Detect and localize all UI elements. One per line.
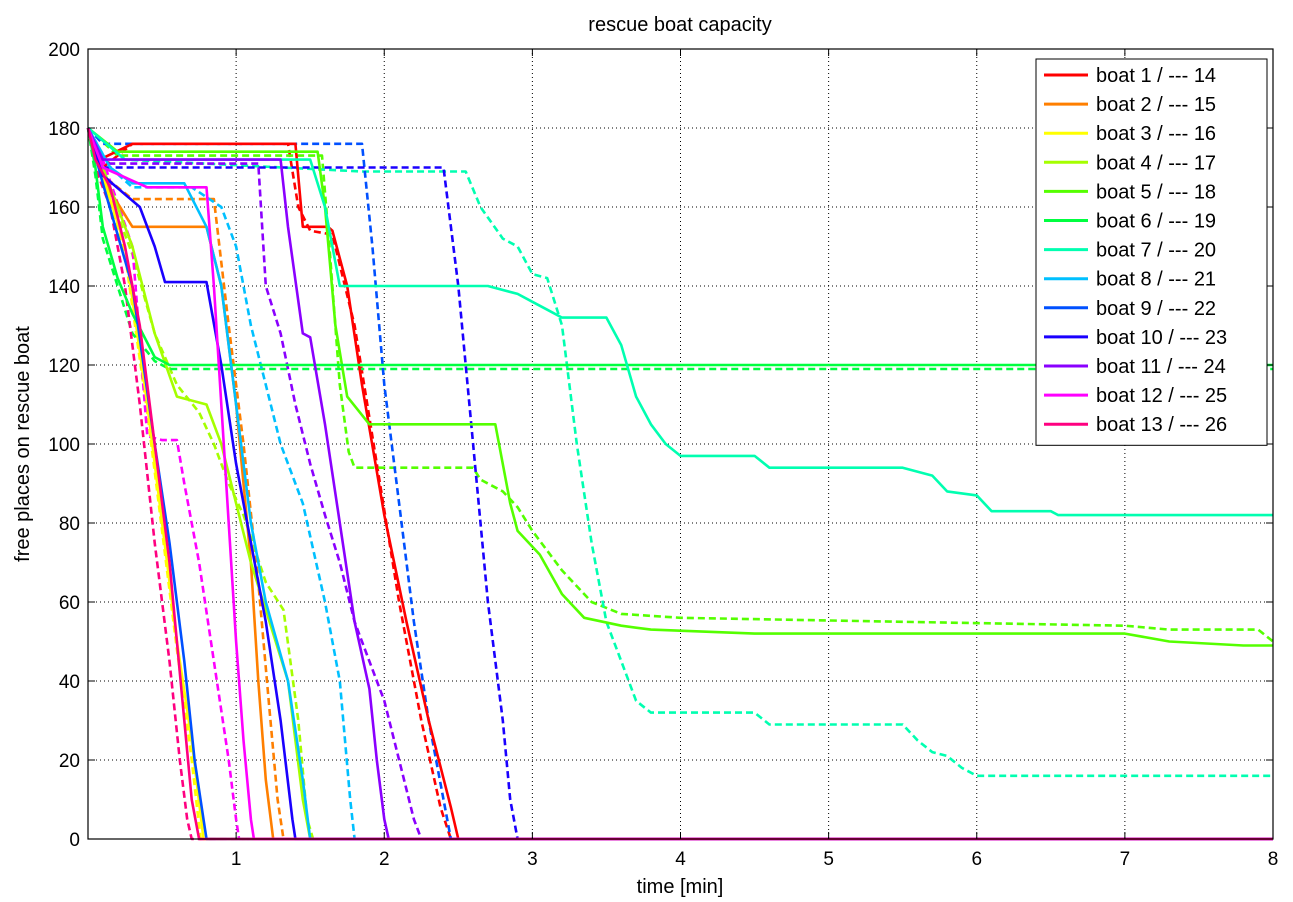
- legend-label: boat 13 / --- 26: [1096, 414, 1227, 436]
- legend-label: boat 5 / --- 18: [1096, 181, 1216, 203]
- y-tick-label: 40: [59, 672, 80, 693]
- x-tick-label: 4: [675, 849, 686, 870]
- series-line-23: [86, 127, 1273, 841]
- y-tick-label: 0: [69, 830, 80, 851]
- y-tick-label: 80: [59, 514, 80, 535]
- series-line-15: [86, 127, 1273, 841]
- x-tick-label: 2: [379, 849, 390, 870]
- x-tick-label: 7: [1120, 849, 1131, 870]
- series-line-9: [87, 126, 1273, 647]
- series-line-18-dashed: [87, 127, 1273, 841]
- legend: boat 1 / --- 14 boat 2 / --- 15 boat 3 / -…: [1035, 58, 1268, 446]
- series-line-14-dashed: [87, 127, 1273, 778]
- x-tick-label: 6: [971, 849, 982, 870]
- series-line-13: [87, 127, 1273, 517]
- legend-label: boat 12 / --- 25: [1096, 385, 1227, 407]
- y-tick-label: 140: [48, 277, 80, 298]
- legend-label: boat 7 / --- 20: [1096, 240, 1216, 262]
- y-tick-label: 60: [59, 593, 80, 614]
- legend-label: boat 6 / --- 19: [1096, 211, 1216, 233]
- series-line-7: [86, 127, 1273, 841]
- y-ticks: 0 20 40 60 80 100 120 140 160 180 200: [48, 40, 1273, 851]
- series-line-19: [86, 127, 1273, 841]
- legend-box: [1035, 58, 1268, 446]
- series-line-11: [86, 127, 1273, 367]
- series-line-4-dashed: [86, 127, 1273, 841]
- y-axis-label: free places on rescue boat: [12, 326, 34, 562]
- series-line-2-dashed: [86, 127, 1273, 841]
- x-ticks: 1 2 3 4 5 6 7 8: [231, 49, 1278, 870]
- y-tick-label: 20: [59, 751, 80, 772]
- y-tick-label: 100: [48, 435, 80, 456]
- legend-label: boat 9 / --- 22: [1096, 298, 1216, 320]
- series-line-17: [86, 127, 1273, 841]
- legend-label: boat 11 / --- 24: [1096, 356, 1226, 378]
- x-tick-label: 3: [527, 849, 538, 870]
- legend-label: boat 10 / --- 23: [1096, 327, 1227, 349]
- x-tick-label: 8: [1268, 849, 1279, 870]
- series-line-25: [86, 127, 1273, 841]
- series-line-10-dashed: [87, 127, 1274, 643]
- series-group: [86, 126, 1274, 841]
- y-tick-label: 160: [48, 198, 80, 219]
- x-tick-label: 5: [823, 849, 834, 870]
- chart-title: rescue boat capacity: [588, 14, 771, 36]
- x-tick-label: 1: [231, 849, 242, 870]
- y-tick-label: 200: [48, 40, 80, 61]
- legend-label: boat 1 / --- 14: [1096, 65, 1216, 87]
- legend-label: boat 8 / --- 21: [1096, 269, 1216, 291]
- series-line-5: [86, 127, 1273, 841]
- legend-label: boat 3 / --- 16: [1096, 123, 1216, 145]
- series-line-22-dashed: [86, 127, 1273, 841]
- y-tick-label: 180: [48, 119, 80, 140]
- y-tick-label: 120: [48, 356, 80, 377]
- legend-label: boat 2 / --- 15: [1096, 94, 1216, 116]
- series-line-21: [86, 127, 1273, 841]
- legend-label: boat 4 / --- 17: [1096, 152, 1216, 174]
- series-line-20-dashed: [86, 127, 1273, 841]
- x-axis-label: time [min]: [637, 876, 724, 898]
